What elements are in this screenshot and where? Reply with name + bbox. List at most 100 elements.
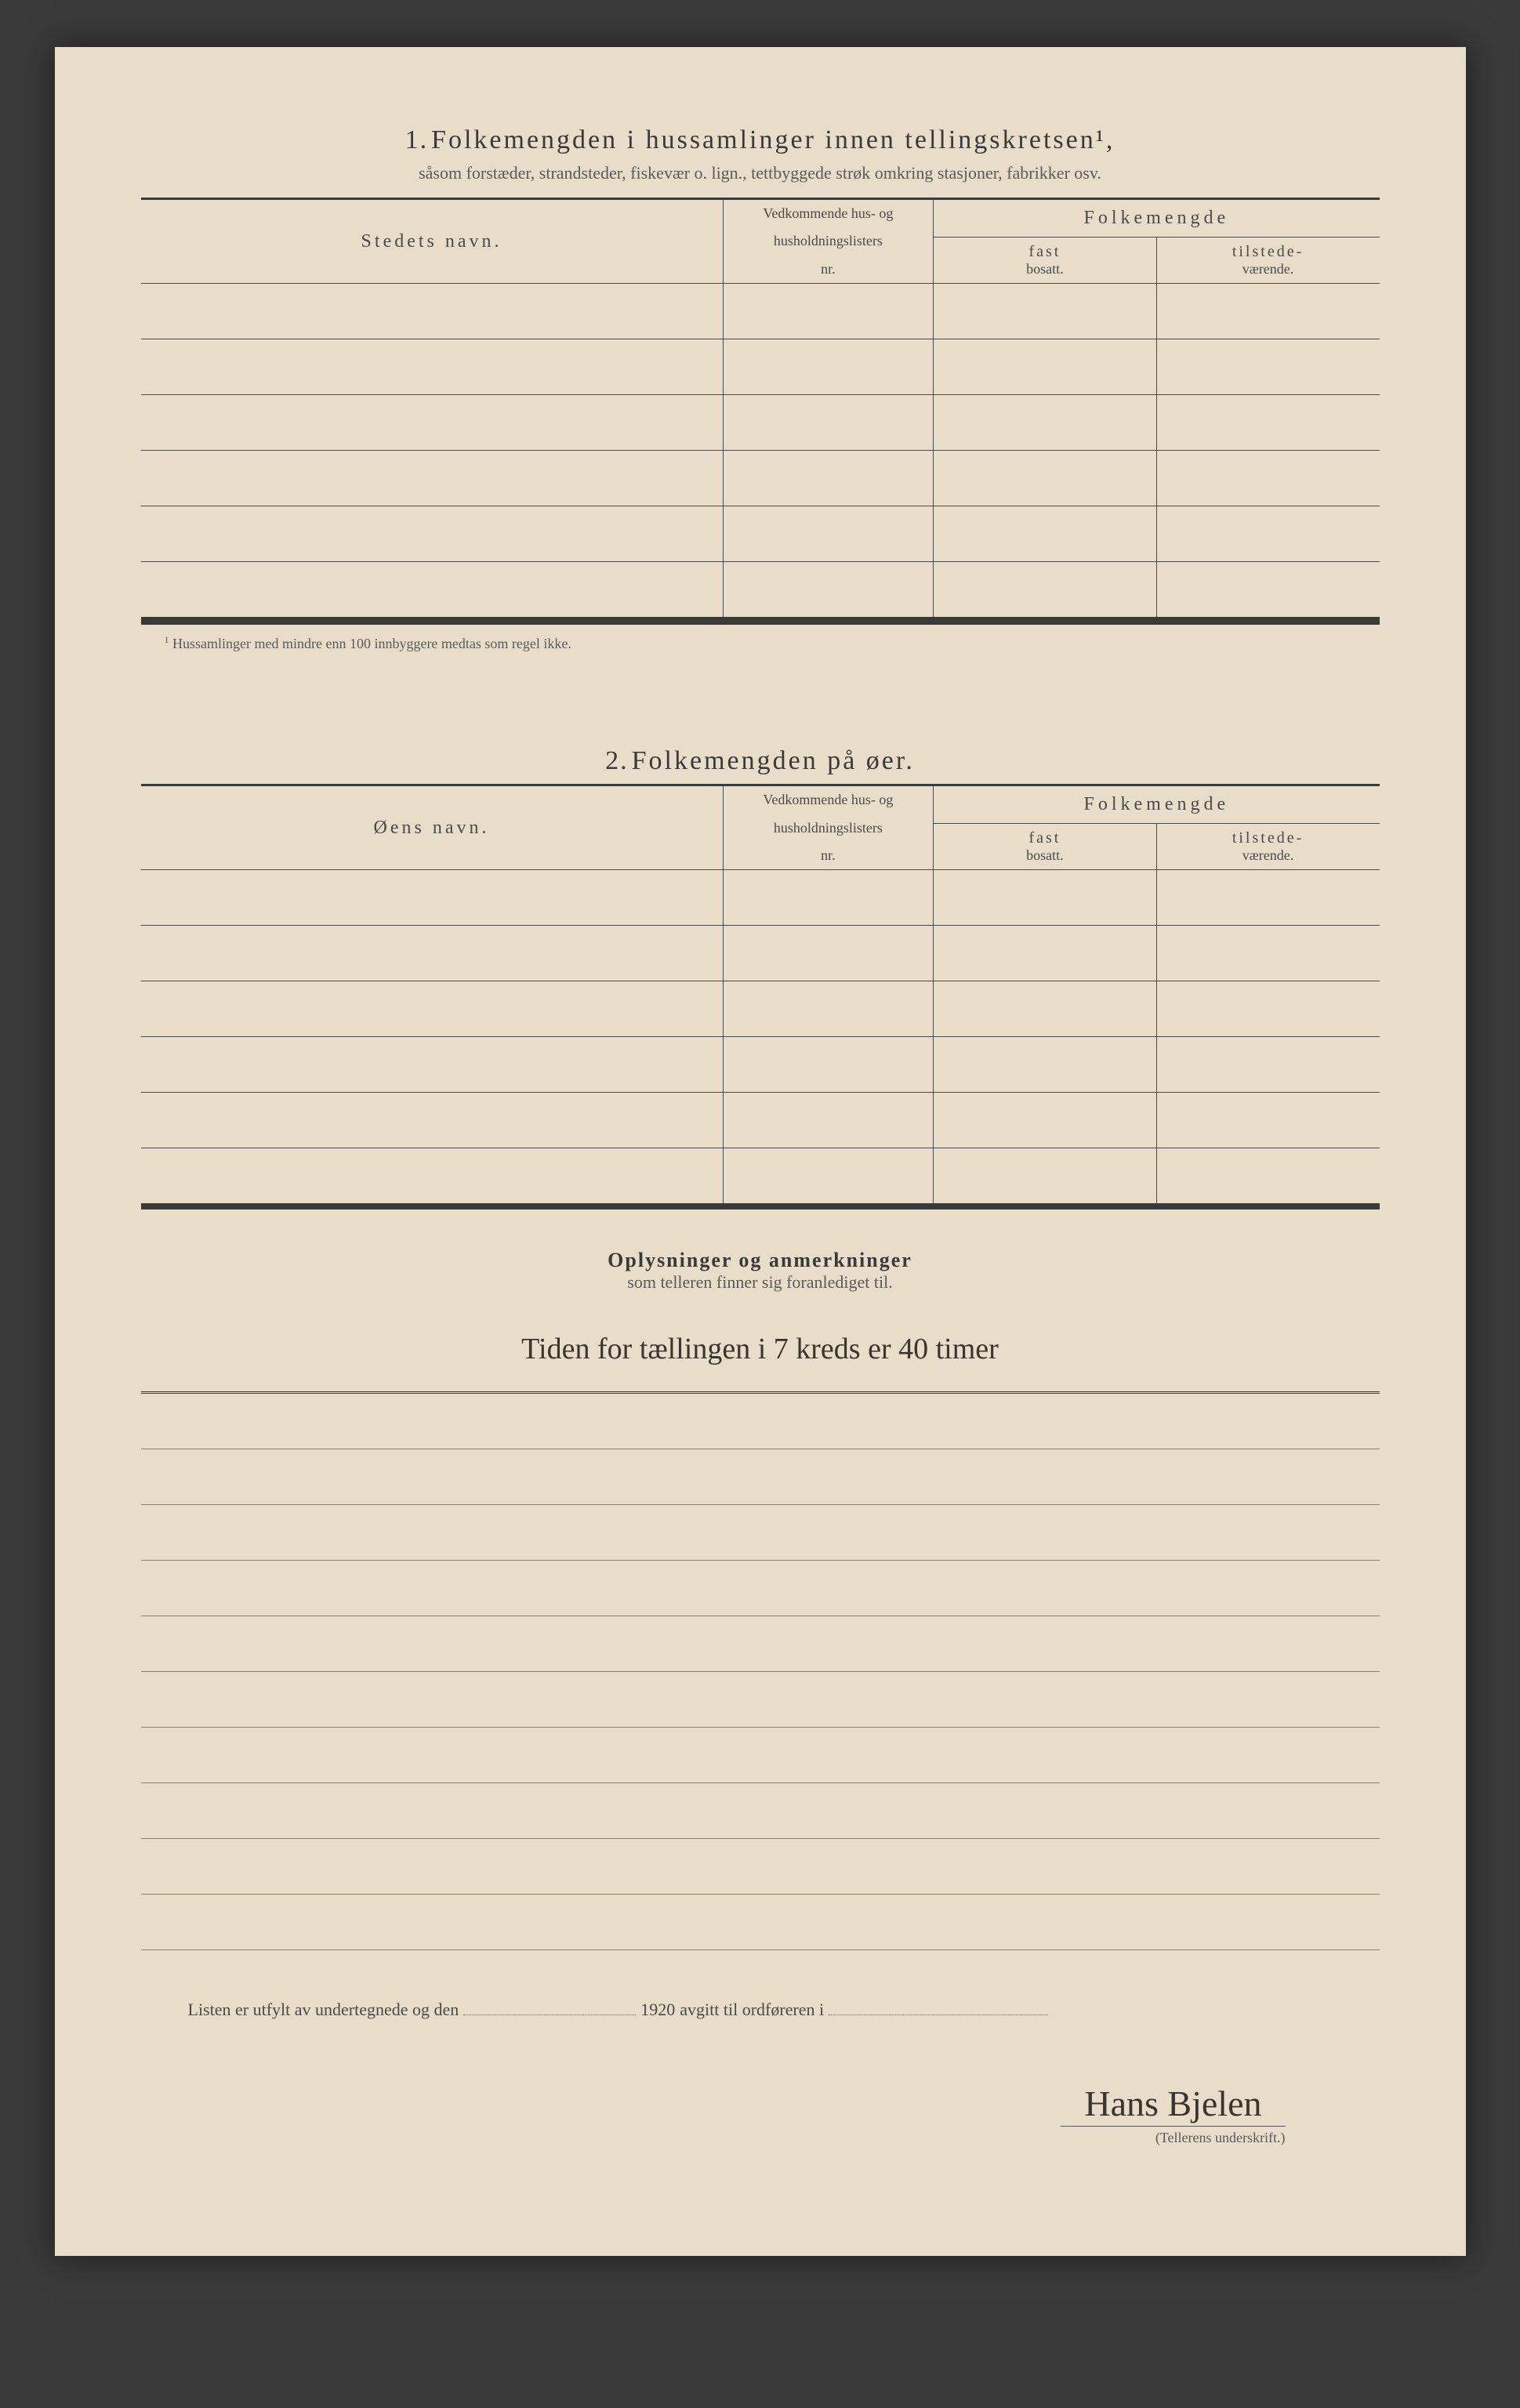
table-cell xyxy=(723,1037,934,1093)
table-row xyxy=(141,395,1380,451)
table-row xyxy=(141,339,1380,395)
ruled-line xyxy=(141,1839,1380,1895)
table-cell xyxy=(723,926,934,981)
table-cell xyxy=(1156,339,1379,395)
table-row xyxy=(141,981,1380,1037)
closing-place-blank xyxy=(829,1997,1048,2015)
remarks-title: Oplysninger og anmerkninger xyxy=(141,1249,1380,1272)
section2-body xyxy=(141,870,1380,1206)
table-cell xyxy=(723,284,934,339)
closing-part1: Listen er utfylt av undertegnede og den xyxy=(188,2000,459,2020)
table-cell xyxy=(141,870,724,926)
table-cell xyxy=(141,339,724,395)
section1-heading: Folkemengden i hussamlinger innen tellin… xyxy=(431,125,1115,154)
ruled-line xyxy=(141,1449,1380,1505)
table-cell xyxy=(141,562,724,619)
section2-number: 2. xyxy=(605,746,629,775)
table-cell xyxy=(141,506,724,562)
col-header-tilstede: tilstede- værende. xyxy=(1156,237,1379,283)
table-cell xyxy=(934,395,1156,451)
table-cell xyxy=(1156,1093,1379,1148)
ruled-line xyxy=(141,1728,1380,1783)
col2-header-tilstede: tilstede- værende. xyxy=(1156,823,1379,869)
table-cell xyxy=(934,1148,1156,1206)
table-cell xyxy=(141,1037,724,1093)
section2-heading: Folkemengden på øer. xyxy=(632,746,915,775)
table-cell xyxy=(723,506,934,562)
col2-header-fast: fast bosatt. xyxy=(934,823,1156,869)
section1-number: 1. xyxy=(405,125,429,154)
table-cell xyxy=(934,926,1156,981)
table-cell xyxy=(1156,1148,1379,1206)
signature-block: Hans Bjelen (Tellerens underskrift.) xyxy=(141,2083,1380,2146)
table-cell xyxy=(141,284,724,339)
section1-footnote: 1 Hussamlinger med mindre enn 100 innbyg… xyxy=(141,623,1380,652)
col-header-pop: Folkemengde xyxy=(934,199,1380,238)
table-cell xyxy=(1156,451,1379,506)
table-cell xyxy=(723,1148,934,1206)
signature-name: Hans Bjelen xyxy=(1061,2083,1285,2127)
ruled-line xyxy=(141,1505,1380,1561)
ruled-line xyxy=(141,1561,1380,1616)
table-cell xyxy=(723,981,934,1037)
table-cell xyxy=(141,395,724,451)
table-cell xyxy=(934,870,1156,926)
ruled-line xyxy=(141,1672,1380,1728)
section2-table: Øens navn. Vedkommende hus- og husholdni… xyxy=(141,784,1380,1206)
table-cell xyxy=(141,981,724,1037)
table-cell xyxy=(1156,395,1379,451)
closing-year: 1920 xyxy=(640,2000,675,2020)
table-cell xyxy=(934,339,1156,395)
table-cell xyxy=(934,1093,1156,1148)
section1-table: Stedets navn. Vedkommende hus- og hushol… xyxy=(141,198,1380,620)
col2-header-nr: Vedkommende hus- og husholdningslisters … xyxy=(723,785,934,870)
remarks-handwritten: Tiden for tællingen i 7 kreds er 40 time… xyxy=(141,1324,1380,1384)
table-cell xyxy=(1156,870,1379,926)
table-cell xyxy=(934,562,1156,619)
section1-title: 1. Folkemengden i hussamlinger innen tel… xyxy=(141,125,1380,155)
ruled-line xyxy=(141,1394,1380,1449)
ruled-line xyxy=(141,1616,1380,1672)
table-cell xyxy=(723,1093,934,1148)
table-cell xyxy=(1156,1037,1379,1093)
table-cell xyxy=(1156,981,1379,1037)
section1-subtitle: såsom forstæder, strandsteder, fiskevær … xyxy=(141,163,1380,183)
table-cell xyxy=(934,451,1156,506)
col-header-name: Stedets navn. xyxy=(141,199,724,284)
remarks-ruled-area xyxy=(141,1391,1380,1950)
table-cell xyxy=(934,284,1156,339)
col2-header-pop: Folkemengde xyxy=(934,785,1380,824)
col-header-fast: fast bosatt. xyxy=(934,237,1156,283)
table-row xyxy=(141,1093,1380,1148)
col2-header-name: Øens navn. xyxy=(141,785,724,870)
table-row xyxy=(141,284,1380,339)
signature-caption: (Tellerens underskrift.) xyxy=(141,2130,1286,2146)
section1-body xyxy=(141,284,1380,619)
remarks-subtitle: som telleren finner sig foranlediget til… xyxy=(141,1272,1380,1293)
table-cell xyxy=(1156,506,1379,562)
table-cell xyxy=(934,1037,1156,1093)
table-cell xyxy=(934,981,1156,1037)
table-cell xyxy=(723,562,934,619)
table-row xyxy=(141,451,1380,506)
table-cell xyxy=(723,339,934,395)
table-cell xyxy=(1156,562,1379,619)
ruled-line xyxy=(141,1895,1380,1950)
table-row xyxy=(141,562,1380,619)
table-cell xyxy=(1156,284,1379,339)
table-cell xyxy=(1156,926,1379,981)
section2-title: 2. Folkemengden på øer. xyxy=(141,746,1380,776)
table-row xyxy=(141,1148,1380,1206)
census-form-page: 1. Folkemengden i hussamlinger innen tel… xyxy=(55,47,1466,2256)
table-row xyxy=(141,870,1380,926)
table-cell xyxy=(723,870,934,926)
table-cell xyxy=(141,1148,724,1206)
closing-date-blank xyxy=(463,1997,636,2015)
closing-line: Listen er utfylt av undertegnede og den … xyxy=(141,1950,1380,2020)
closing-part2: avgitt til ordføreren i xyxy=(680,2000,824,2020)
table-cell xyxy=(141,926,724,981)
table-cell xyxy=(934,506,1156,562)
table-cell xyxy=(141,1093,724,1148)
table-cell xyxy=(141,451,724,506)
table-row xyxy=(141,1037,1380,1093)
